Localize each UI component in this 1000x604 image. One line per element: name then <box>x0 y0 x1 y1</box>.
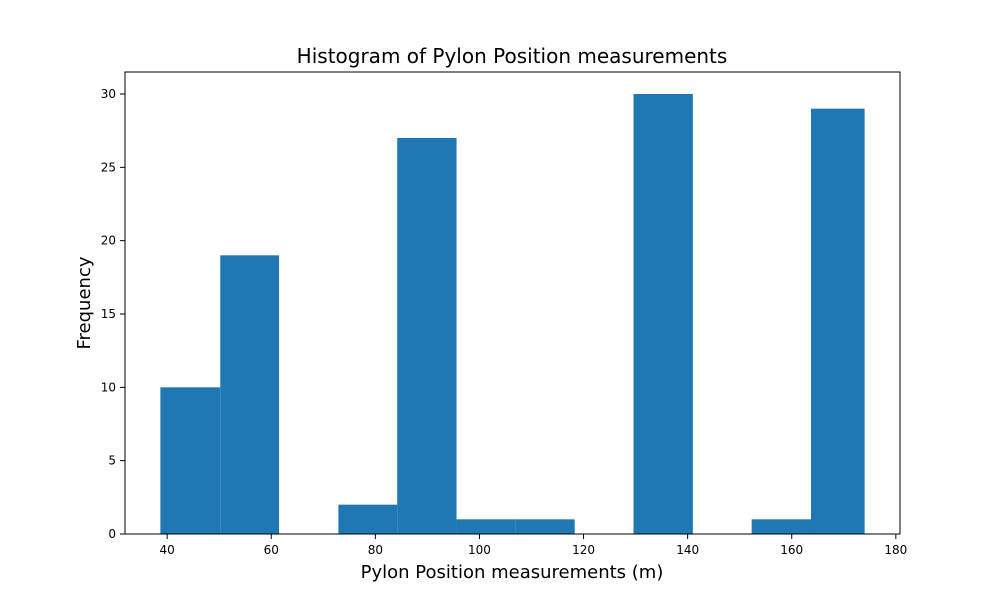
histogram-bar <box>338 504 398 534</box>
x-tick-label: 60 <box>264 543 279 557</box>
x-tick-label: 160 <box>780 543 803 557</box>
x-tick-label: 80 <box>368 543 383 557</box>
histogram-bar <box>810 108 865 535</box>
y-axis-ticks: 0 5 10 15 20 25 30 <box>101 87 125 541</box>
histogram-bar <box>456 519 516 534</box>
y-tick-label: 30 <box>101 87 116 101</box>
x-tick-label: 180 <box>884 543 907 557</box>
chart-title: Histogram of Pylon Position measurements <box>297 44 728 68</box>
y-tick-label: 25 <box>101 160 116 174</box>
histogram-bar <box>515 519 575 534</box>
histogram-bar <box>751 519 811 534</box>
y-tick-label: 0 <box>108 527 116 541</box>
x-axis-label: Pylon Position measurements (m) <box>361 562 664 583</box>
x-tick-label: 140 <box>676 543 699 557</box>
x-tick-label: 120 <box>572 543 595 557</box>
bars-group <box>160 94 865 535</box>
x-tick-label: 100 <box>468 543 491 557</box>
y-axis-label: Frequency <box>74 256 95 349</box>
plot-frame <box>124 71 901 535</box>
y-tick-label: 20 <box>101 234 116 248</box>
histogram-bar <box>220 255 280 535</box>
histogram-bar <box>397 138 457 534</box>
y-tick-label: 15 <box>101 307 116 321</box>
y-tick-label: 10 <box>101 380 116 394</box>
x-tick-label: 40 <box>160 543 175 557</box>
histogram-bar <box>160 387 221 534</box>
x-axis-ticks: 40 60 80 100 120 140 160 180 <box>160 534 907 557</box>
y-tick-label: 5 <box>108 454 116 468</box>
histogram-bar <box>633 94 693 534</box>
